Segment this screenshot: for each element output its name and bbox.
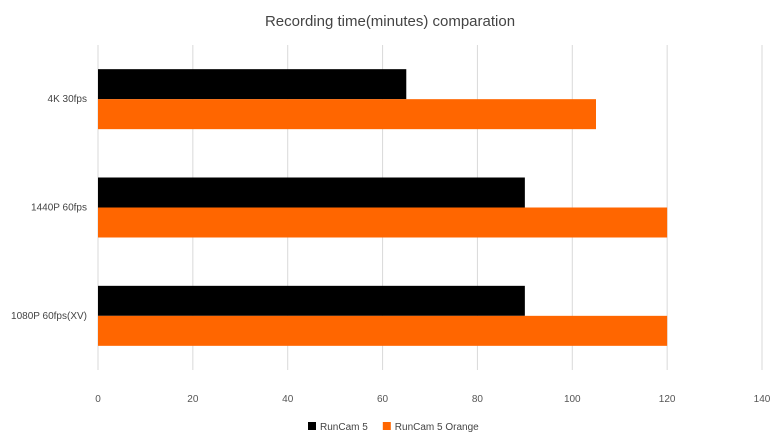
category-label: 1440P 60fps xyxy=(31,203,87,214)
bar xyxy=(98,285,525,316)
category-label: 1080P 60fps(XV) xyxy=(11,311,87,322)
chart-title: Recording time(minutes) comparation xyxy=(265,13,515,30)
category-labels: 4K 30fps 1440P 60fps 1080P 60fps(XV) xyxy=(11,94,87,322)
x-tick-label: 120 xyxy=(659,394,676,405)
bars xyxy=(98,69,668,346)
x-tick-labels: 0 20 40 60 80 100 120 140 xyxy=(95,394,771,405)
x-tick-label: 0 xyxy=(95,394,101,405)
bar xyxy=(98,69,407,100)
x-tick-label: 80 xyxy=(472,394,484,405)
x-tick-label: 40 xyxy=(282,394,294,405)
legend-label: RunCam 5 Orange xyxy=(395,422,479,433)
x-tick-label: 100 xyxy=(564,394,581,405)
bar xyxy=(98,207,668,238)
category-label: 4K 30fps xyxy=(48,94,87,105)
bar xyxy=(98,177,525,208)
legend-label: RunCam 5 xyxy=(320,422,368,433)
bar xyxy=(98,315,668,346)
bar xyxy=(98,99,596,130)
x-tick-label: 140 xyxy=(754,394,771,405)
x-tick-label: 20 xyxy=(187,394,199,405)
legend: RunCam 5 RunCam 5 Orange xyxy=(308,422,479,433)
legend-swatch xyxy=(382,422,391,430)
legend-swatch xyxy=(308,422,316,430)
x-tick-label: 60 xyxy=(377,394,389,405)
